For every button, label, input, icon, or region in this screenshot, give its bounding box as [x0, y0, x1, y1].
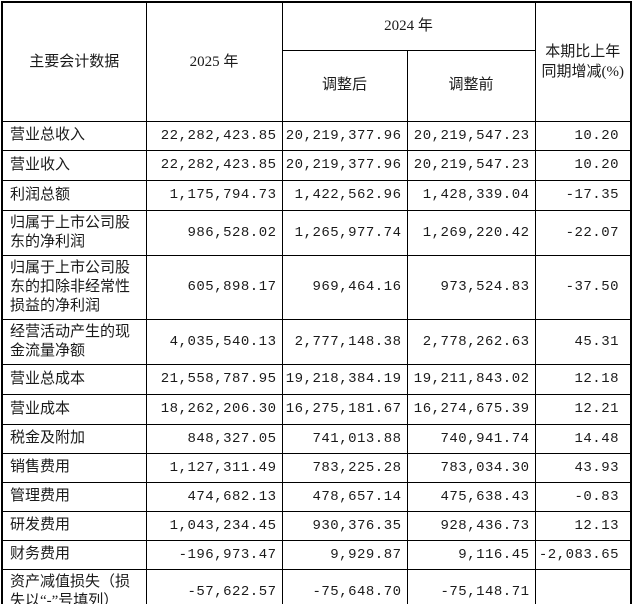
table-row-net-profit-excl-nonrecurring: 归属于上市公司股东的扣除非经常性损益的净利润 605,898.17 969,46… — [1, 254, 632, 320]
table-row-total-operating-cost: 营业总成本 21,558,787.95 19,218,384.19 19,211… — [1, 363, 632, 395]
value-2025: 986,528.02 — [145, 209, 283, 256]
row-label: 财务费用 — [1, 539, 147, 570]
table-header: 主要会计数据 2025 年 2024 年 本期比上年同期增减(%) 调整后 调整… — [1, 1, 632, 122]
value-change-percent: 10.20 — [534, 120, 632, 151]
value-change-percent — [534, 568, 632, 604]
value-2025: 1,175,794.73 — [145, 179, 283, 211]
value-2025: 22,282,423.85 — [145, 149, 283, 181]
row-label: 利润总额 — [1, 179, 147, 211]
table-row-rd-expenses: 研发费用 1,043,234.45 930,376.35 928,436.73 … — [1, 510, 632, 541]
value-2024-adjusted: 20,219,377.96 — [281, 120, 408, 151]
value-change-percent: -37.50 — [534, 254, 632, 320]
value-2025: 1,043,234.45 — [145, 510, 283, 541]
value-2024-adjusted: 741,013.88 — [281, 423, 408, 454]
row-label: 经营活动产生的现金流量净额 — [1, 318, 147, 365]
row-label: 归属于上市公司股东的扣除非经常性损益的净利润 — [1, 254, 147, 320]
value-2025: 1,127,311.49 — [145, 452, 283, 483]
value-2024-adjusted: 478,657.14 — [281, 481, 408, 512]
value-2025: 22,282,423.85 — [145, 120, 283, 151]
value-change-percent: 12.21 — [534, 393, 632, 425]
table-row-taxes-surcharges: 税金及附加 848,327.05 741,013.88 740,941.74 1… — [1, 423, 632, 454]
value-2024-adjusted: 1,265,977.74 — [281, 209, 408, 256]
value-change-percent: -2,083.65 — [534, 539, 632, 570]
row-label: 归属于上市公司股东的净利润 — [1, 209, 147, 256]
value-change-percent: 45.31 — [534, 318, 632, 365]
table-row-asset-impairment-loss: 资产减值损失（损失以“-”号填列） -57,622.57 -75,648.70 … — [1, 568, 632, 604]
value-2024-before: 16,274,675.39 — [406, 393, 536, 425]
value-2024-before: 20,219,547.23 — [406, 120, 536, 151]
value-2025: 18,262,206.30 — [145, 393, 283, 425]
row-label: 销售费用 — [1, 452, 147, 483]
value-2024-before: 475,638.43 — [406, 481, 536, 512]
value-change-percent: -17.35 — [534, 179, 632, 211]
value-2024-adjusted: 20,219,377.96 — [281, 149, 408, 181]
value-2024-before: 928,436.73 — [406, 510, 536, 541]
table-row-selling-expenses: 销售费用 1,127,311.49 783,225.28 783,034.30 … — [1, 452, 632, 483]
value-2024-before: 1,428,339.04 — [406, 179, 536, 211]
value-2025: 848,327.05 — [145, 423, 283, 454]
table-row-total-revenue: 营业总收入 22,282,423.85 20,219,377.96 20,219… — [1, 120, 632, 151]
value-change-percent: 12.18 — [534, 363, 632, 395]
value-2024-adjusted: 2,777,148.38 — [281, 318, 408, 365]
value-2025: 21,558,787.95 — [145, 363, 283, 395]
value-2024-adjusted: 19,218,384.19 — [281, 363, 408, 395]
row-label: 管理费用 — [1, 481, 147, 512]
table-row-financial-expenses: 财务费用 -196,973.47 9,929.87 9,116.45 -2,08… — [1, 539, 632, 570]
value-2024-adjusted: 9,929.87 — [281, 539, 408, 570]
table-body: 营业总收入 22,282,423.85 20,219,377.96 20,219… — [1, 120, 632, 604]
value-2025: 474,682.13 — [145, 481, 283, 512]
value-2024-adjusted: -75,648.70 — [281, 568, 408, 604]
header-adjusted-after: 调整后 — [281, 49, 408, 122]
value-change-percent: 43.93 — [534, 452, 632, 483]
value-2024-adjusted: 1,422,562.96 — [281, 179, 408, 211]
row-label: 研发费用 — [1, 510, 147, 541]
row-label: 营业总成本 — [1, 363, 147, 395]
value-2024-before: 9,116.45 — [406, 539, 536, 570]
value-2025: 605,898.17 — [145, 254, 283, 320]
header-main-label: 主要会计数据 — [1, 1, 147, 122]
header-change-percent: 本期比上年同期增减(%) — [534, 1, 632, 122]
value-2024-before: -75,148.71 — [406, 568, 536, 604]
table-row-operating-cash-flow: 经营活动产生的现金流量净额 4,035,540.13 2,777,148.38 … — [1, 318, 632, 365]
value-2025: -57,622.57 — [145, 568, 283, 604]
table-row-total-profit: 利润总额 1,175,794.73 1,422,562.96 1,428,339… — [1, 179, 632, 211]
value-2024-before: 1,269,220.42 — [406, 209, 536, 256]
table-row-operating-cost: 营业成本 18,262,206.30 16,275,181.67 16,274,… — [1, 393, 632, 425]
value-2024-before: 2,778,262.63 — [406, 318, 536, 365]
value-2024-adjusted: 930,376.35 — [281, 510, 408, 541]
header-row-2: 调整后 调整前 — [2, 49, 631, 122]
value-2025: -196,973.47 — [145, 539, 283, 570]
value-2024-adjusted: 16,275,181.67 — [281, 393, 408, 425]
row-label: 税金及附加 — [1, 423, 147, 454]
value-2024-adjusted: 969,464.16 — [281, 254, 408, 320]
value-change-percent: 10.20 — [534, 149, 632, 181]
value-2024-before: 740,941.74 — [406, 423, 536, 454]
value-2024-before: 19,211,843.02 — [406, 363, 536, 395]
value-change-percent: -22.07 — [534, 209, 632, 256]
header-year-2024: 2024 年 — [281, 1, 536, 51]
row-label: 营业成本 — [1, 393, 147, 425]
row-label: 资产减值损失（损失以“-”号填列） — [1, 568, 147, 604]
table-row-operating-revenue: 营业收入 22,282,423.85 20,219,377.96 20,219,… — [1, 149, 632, 181]
value-2024-before: 783,034.30 — [406, 452, 536, 483]
header-year-2025: 2025 年 — [145, 1, 283, 122]
value-change-percent: 14.48 — [534, 423, 632, 454]
value-2024-before: 973,524.83 — [406, 254, 536, 320]
header-row-1: 主要会计数据 2025 年 2024 年 本期比上年同期增减(%) — [1, 1, 632, 122]
table-row-admin-expenses: 管理费用 474,682.13 478,657.14 475,638.43 -0… — [1, 481, 632, 512]
header-adjusted-before: 调整前 — [406, 49, 536, 122]
value-change-percent: -0.83 — [534, 481, 632, 512]
value-2024-before: 20,219,547.23 — [406, 149, 536, 181]
row-label: 营业收入 — [1, 149, 147, 181]
value-2025: 4,035,540.13 — [145, 318, 283, 365]
value-change-percent: 12.13 — [534, 510, 632, 541]
value-2024-adjusted: 783,225.28 — [281, 452, 408, 483]
row-label: 营业总收入 — [1, 120, 147, 151]
table-row-net-profit-attributable: 归属于上市公司股东的净利润 986,528.02 1,265,977.74 1,… — [1, 209, 632, 256]
